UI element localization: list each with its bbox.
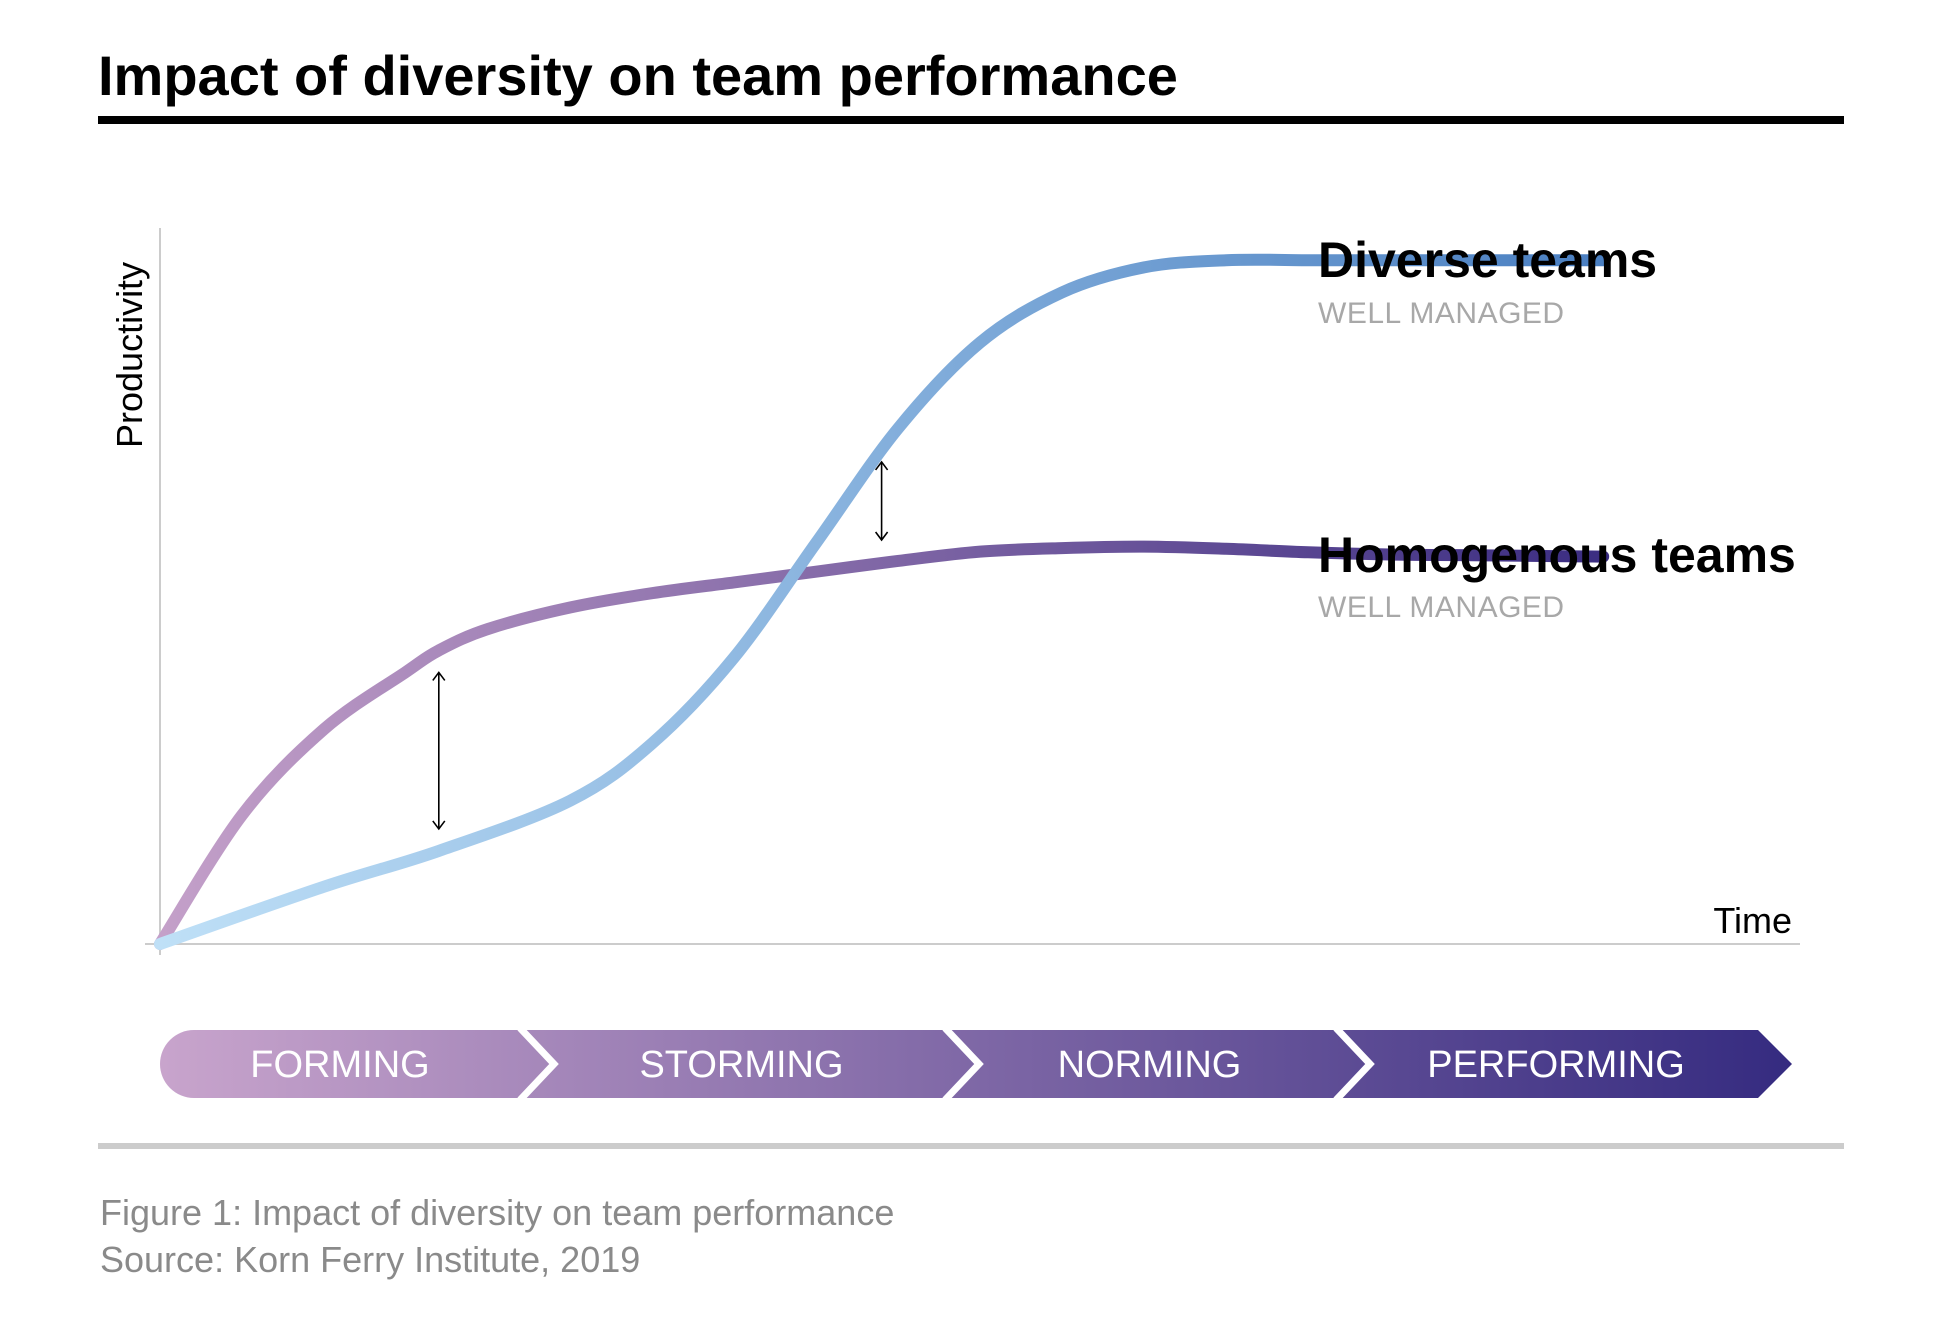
- phase-bar: FORMING STORMING NORMING PERFORMING: [160, 1025, 1792, 1103]
- x-axis-label: Time: [1713, 900, 1792, 941]
- phase-label-storming: STORMING: [639, 1044, 843, 1086]
- source-caption: Source: Korn Ferry Institute, 2019: [100, 1239, 640, 1280]
- gap-arrow-forming: [432, 671, 446, 831]
- series-name-diverse: Diverse teams: [1318, 232, 1657, 288]
- figure-caption: Figure 1: Impact of diversity on team pe…: [100, 1192, 894, 1233]
- phase-separator: [1333, 1025, 1375, 1103]
- footer-divider: [98, 1143, 1844, 1149]
- series-subtitle-diverse: WELL MANAGED: [1318, 297, 1565, 330]
- phase-separator: [942, 1025, 984, 1103]
- series-name-homogenous: Homogenous teams: [1318, 527, 1796, 583]
- y-axis-label: Productivity: [109, 262, 150, 448]
- chart-title: Impact of diversity on team performance: [98, 44, 1178, 107]
- phase-label-norming: NORMING: [1058, 1044, 1242, 1086]
- series-subtitle-homogenous: WELL MANAGED: [1318, 591, 1565, 624]
- title-underline: [98, 116, 1844, 124]
- series-line-homogenous: [154, 540, 1610, 950]
- gap-arrows: [432, 460, 889, 831]
- series-line-diverse: [154, 253, 1610, 950]
- phase-label-forming: FORMING: [250, 1044, 429, 1086]
- gap-arrow-norming: [874, 460, 889, 542]
- phase-label-performing: PERFORMING: [1427, 1044, 1685, 1086]
- phase-separator: [517, 1025, 559, 1103]
- series-layer: [154, 253, 1610, 950]
